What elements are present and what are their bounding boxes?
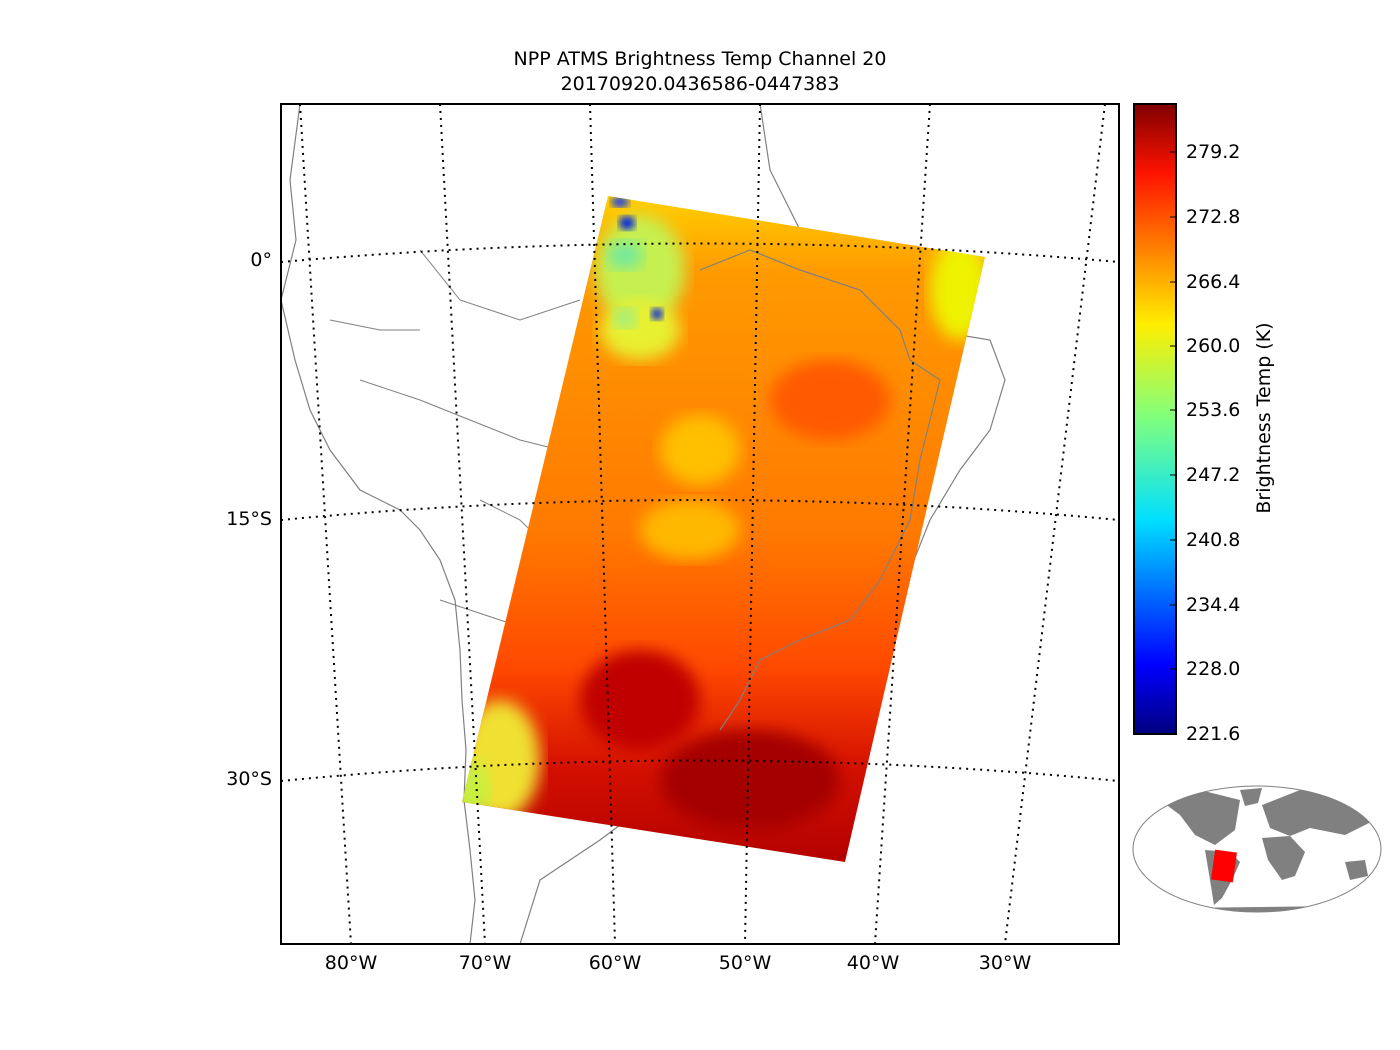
parallel-0 <box>281 242 1119 263</box>
chart-title: NPP ATMS Brightness Temp Channel 20 <box>513 48 887 70</box>
lat-label-0: 0° <box>250 249 272 271</box>
colorbar-tick-label: 221.6 <box>1186 723 1241 745</box>
lat-label-30s: 30°S <box>226 768 272 790</box>
meridian-40w <box>874 104 931 944</box>
parallel-15s <box>281 499 1119 521</box>
meridian-70w <box>439 104 486 944</box>
colorbar-tick-label: 247.2 <box>1186 464 1241 486</box>
colorbar-tick-label: 253.6 <box>1186 399 1241 421</box>
map-frame <box>280 103 1120 945</box>
chart-subtitle: 20170920.0436586-0447383 <box>560 73 840 95</box>
lat-label-15s: 15°S <box>226 508 272 530</box>
lon-label-60w: 60°W <box>588 952 642 974</box>
colorbar-tick-label: 260.0 <box>1186 335 1241 357</box>
colorbar-tick-label: 228.0 <box>1186 658 1241 680</box>
swath-coastline-overlay <box>699 249 941 731</box>
brightness-temp-swath <box>462 196 985 862</box>
inset-antarctica <box>1180 906 1340 912</box>
colorbar-tick-label: 279.2 <box>1186 141 1241 163</box>
meridian-30w <box>1004 104 1106 944</box>
lon-label-40w: 40°W <box>846 952 900 974</box>
colorbar-title: Brightness Temp (K) <box>1253 322 1275 514</box>
inset-greenland <box>1240 788 1262 806</box>
lon-label-70w: 70°W <box>458 952 512 974</box>
meridian-50w <box>744 104 761 944</box>
lon-label-80w: 80°W <box>324 952 378 974</box>
inset-world-map <box>1132 785 1382 913</box>
graticule <box>281 104 1119 944</box>
inset-swath-highlight <box>1211 849 1237 883</box>
meridian-80w <box>299 104 352 944</box>
colorbar-tick-label: 266.4 <box>1186 271 1241 293</box>
meridian-60w <box>589 104 616 944</box>
colorbar <box>1133 103 1177 735</box>
colorbar-tick-label: 234.4 <box>1186 594 1241 616</box>
parallel-30s <box>281 759 1119 782</box>
colorbar-tick-label: 272.8 <box>1186 206 1241 228</box>
lon-label-30w: 30°W <box>978 952 1032 974</box>
map-panel <box>281 104 1119 944</box>
inset-north-america <box>1160 790 1240 845</box>
lon-label-50w: 50°W <box>718 952 772 974</box>
inset-africa <box>1262 836 1305 880</box>
colorbar-ticks <box>1170 151 1176 670</box>
inset-australia <box>1345 860 1368 880</box>
colorbar-tick-label: 240.8 <box>1186 529 1241 551</box>
